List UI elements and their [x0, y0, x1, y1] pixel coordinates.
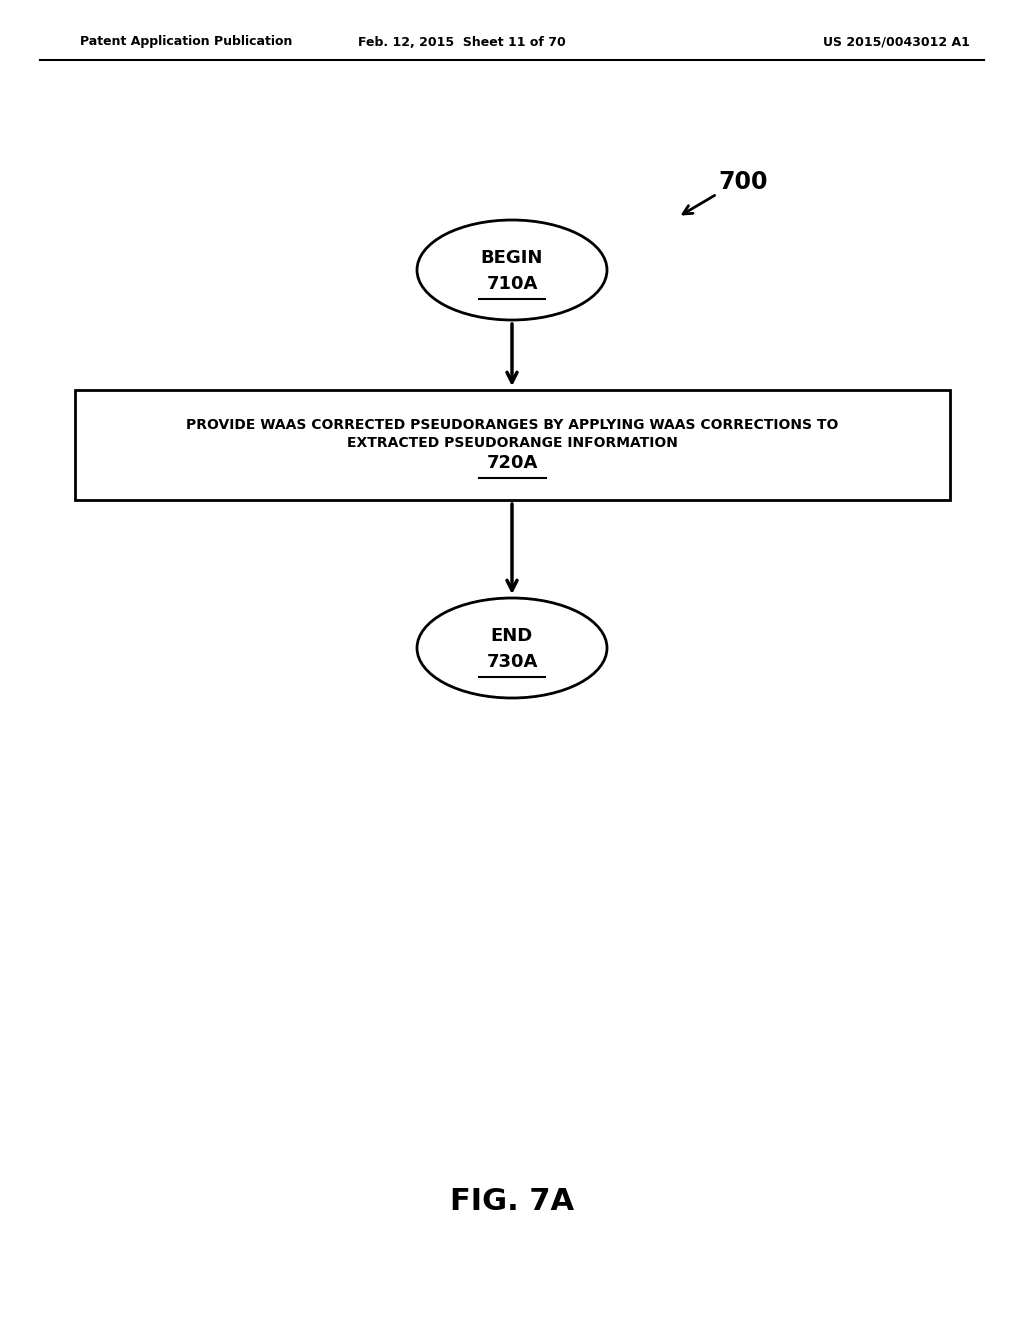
- Text: PROVIDE WAAS CORRECTED PSEUDORANGES BY APPLYING WAAS CORRECTIONS TO: PROVIDE WAAS CORRECTED PSEUDORANGES BY A…: [186, 418, 839, 432]
- Text: 700: 700: [718, 170, 768, 194]
- Bar: [75, 389, 950, 500]
- Text: 720A: 720A: [486, 454, 539, 473]
- Text: US 2015/0043012 A1: US 2015/0043012 A1: [823, 36, 970, 49]
- Text: 710A: 710A: [486, 275, 538, 293]
- Text: EXTRACTED PSEUDORANGE INFORMATION: EXTRACTED PSEUDORANGE INFORMATION: [347, 436, 678, 450]
- Text: Feb. 12, 2015  Sheet 11 of 70: Feb. 12, 2015 Sheet 11 of 70: [358, 36, 566, 49]
- Text: END: END: [490, 627, 534, 645]
- Text: Patent Application Publication: Patent Application Publication: [80, 36, 293, 49]
- Text: BEGIN: BEGIN: [481, 249, 543, 267]
- Text: 730A: 730A: [486, 653, 538, 671]
- Text: FIG. 7A: FIG. 7A: [450, 1188, 574, 1217]
